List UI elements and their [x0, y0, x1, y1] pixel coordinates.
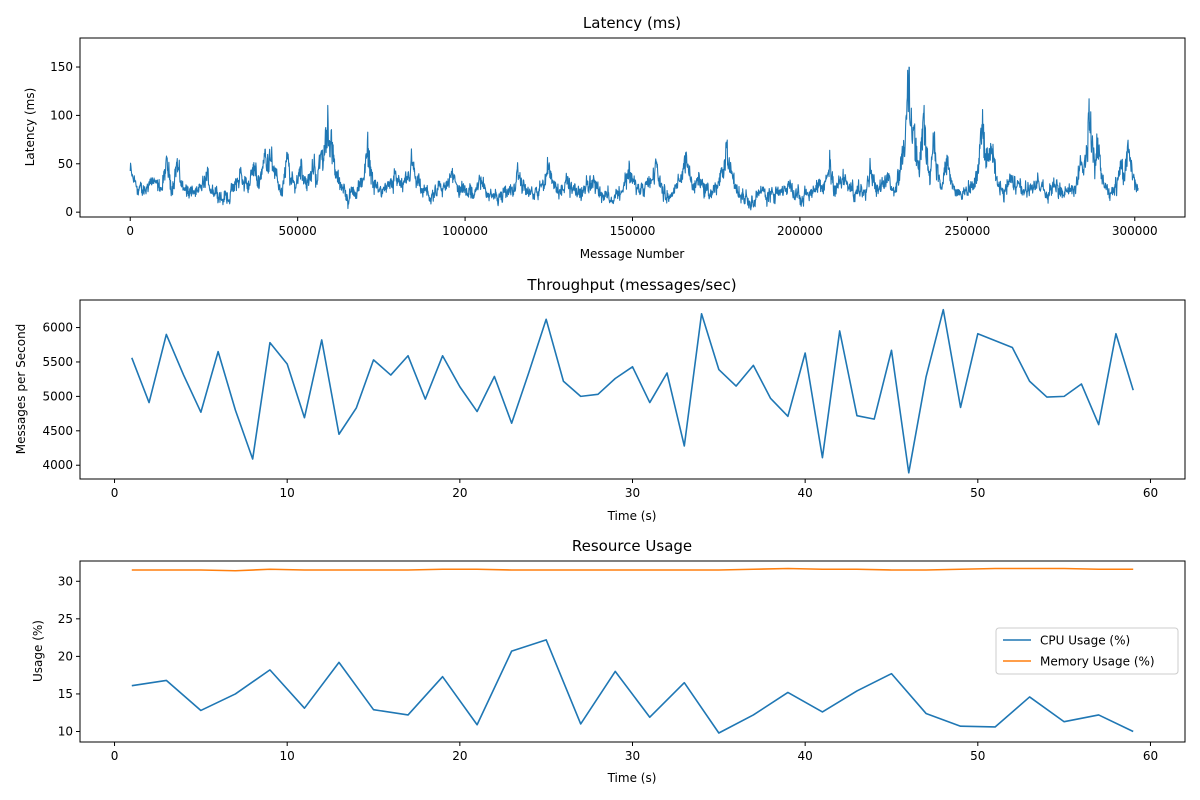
throughput-x-tick-label: 0: [111, 486, 119, 500]
latency-title: Latency (ms): [583, 14, 681, 32]
throughput-title: Throughput (messages/sec): [526, 276, 736, 294]
resource-usage-x-tick-label: 20: [452, 749, 467, 763]
latency-x-tick-label: 50000: [279, 224, 317, 238]
throughput-x-tick-label: 60: [1143, 486, 1158, 500]
resource-usage-y-axis-label: Usage (%): [31, 620, 45, 682]
legend-memory-label: Memory Usage (%): [1040, 655, 1155, 669]
resource-usage-y-tick-label: 20: [58, 649, 73, 663]
throughput-series-line-0: [131, 308, 1134, 474]
resource-usage-legend: CPU Usage (%) Memory Usage (%): [995, 627, 1179, 675]
throughput-plot-area: [131, 308, 1134, 474]
throughput-y-tick-label: 6000: [42, 321, 73, 335]
resource-usage-y-tick-label: 30: [58, 574, 73, 588]
latency-x-tick-label: 250000: [944, 224, 990, 238]
resource-usage-plot-area: [131, 567, 1134, 734]
resource-usage-y-ticks: 10 15 20 25 30: [58, 574, 80, 738]
resource-usage-x-tick-label: 50: [970, 749, 985, 763]
latency-x-tick-label: 300000: [1112, 224, 1158, 238]
latency-x-tick-label: 0: [126, 224, 134, 238]
resource-usage-x-tick-label: 0: [111, 749, 119, 763]
throughput-x-axis-label: Time (s): [607, 509, 657, 523]
resource-usage-x-tick-label: 10: [280, 749, 295, 763]
resource-usage-x-tick-label: 60: [1143, 749, 1158, 763]
throughput-x-tick-label: 20: [452, 486, 467, 500]
latency-y-tick-label: 0: [65, 205, 73, 219]
latency-y-ticks: 0 50 100 150: [50, 60, 80, 219]
resource-usage-panel: Resource Usage 0 10 20 30 40 50 60 1015202530 …: [31, 537, 1186, 785]
throughput-panel: Throughput (messages/sec) 0 10 20 30 40 50 60 …: [14, 276, 1186, 523]
latency-x-tick-label: 200000: [777, 224, 823, 238]
legend-box: [995, 627, 1179, 675]
throughput-y-tick-label: 4000: [42, 458, 73, 472]
resource-usage-x-axis-label: Time (s): [607, 771, 657, 785]
throughput-y-tick-label: 5000: [42, 389, 73, 403]
latency-plot-area: [129, 66, 1139, 211]
latency-y-tick-label: 150: [50, 60, 73, 74]
resource-usage-x-tick-label: 40: [798, 749, 813, 763]
throughput-y-tick-label: 4500: [42, 424, 73, 438]
resource-usage-y-tick-label: 10: [58, 724, 73, 738]
latency-y-axis-label: Latency (ms): [23, 88, 37, 167]
latency-x-axis-label: Message Number: [580, 247, 685, 261]
resource-usage-title: Resource Usage: [572, 537, 692, 555]
throughput-x-tick-label: 40: [798, 486, 813, 500]
throughput-x-ticks: 0 10 20 30 40 50 60: [111, 479, 1158, 500]
latency-y-tick-label: 50: [58, 157, 73, 171]
throughput-y-tick-label: 5500: [42, 355, 73, 369]
resource-usage-series-line-0: [131, 639, 1134, 734]
latency-x-tick-label: 150000: [610, 224, 656, 238]
throughput-y-axis-label: Messages per Second: [14, 324, 28, 455]
latency-series-line-0: [129, 66, 1139, 211]
resource-usage-x-ticks: 0 10 20 30 40 50 60: [111, 742, 1158, 763]
latency-x-tick-label: 100000: [442, 224, 488, 238]
resource-usage-y-tick-label: 25: [58, 612, 73, 626]
throughput-x-tick-label: 30: [625, 486, 640, 500]
throughput-x-tick-label: 50: [970, 486, 985, 500]
resource-usage-y-tick-label: 15: [58, 687, 73, 701]
latency-panel: Latency (ms) 0 50000 100000 150000 200000 250…: [23, 14, 1186, 261]
latency-x-ticks: 0 50000 100000 150000 200000 250000 300000: [126, 217, 1158, 238]
throughput-y-ticks: 4000 4500 5000 5500 6000: [42, 321, 80, 472]
throughput-x-tick-label: 10: [280, 486, 295, 500]
legend-cpu-label: CPU Usage (%): [1040, 634, 1130, 648]
resource-usage-series-line-1: [131, 567, 1134, 572]
latency-y-tick-label: 100: [50, 108, 73, 122]
resource-usage-x-tick-label: 30: [625, 749, 640, 763]
